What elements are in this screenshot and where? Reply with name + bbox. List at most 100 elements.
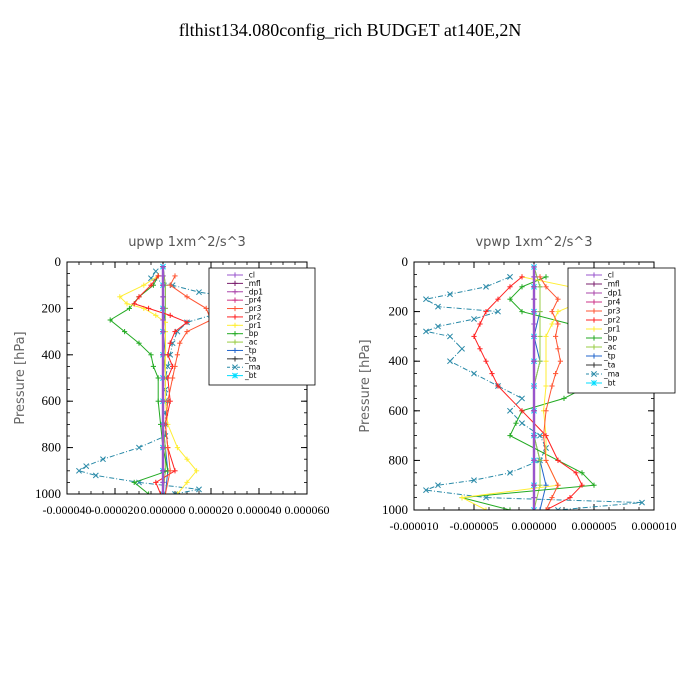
y-tick-label: 800 bbox=[389, 452, 409, 467]
legend-label: _ac bbox=[603, 343, 616, 352]
legend-label: _ta bbox=[603, 361, 615, 370]
y-tick-label: 0 bbox=[402, 254, 409, 269]
y-tick-label: 200 bbox=[42, 300, 62, 315]
series-marker bbox=[136, 444, 142, 451]
series-marker bbox=[471, 316, 477, 322]
upwp-plot: upwp 1xm^2/s^3 Pressure [hPa] 0 200 400 600 80… bbox=[13, 235, 330, 517]
series-marker bbox=[152, 268, 159, 275]
series-marker bbox=[423, 296, 429, 303]
series-marker bbox=[471, 370, 477, 377]
series-marker bbox=[495, 308, 501, 315]
x-tick-label: 0.000060 bbox=[285, 503, 330, 517]
series-marker bbox=[435, 323, 441, 330]
series-marker bbox=[531, 507, 535, 510]
series-marker bbox=[76, 467, 82, 474]
series-marker bbox=[435, 482, 441, 489]
series-line-bp bbox=[109, 275, 169, 494]
figure-title: flthist134.080config_rich BUDGET at140E,… bbox=[178, 20, 522, 40]
series-marker bbox=[92, 472, 99, 479]
legend-label: _dp1 bbox=[244, 287, 263, 296]
x-tick-label: 0.000005 bbox=[572, 519, 617, 533]
series-marker bbox=[83, 463, 90, 470]
legend: _cl_mfl_dp1_pr4_pr3_pr2_pr1_bp_ac_tp_ta_… bbox=[208, 267, 316, 386]
y-tick-label: 400 bbox=[389, 353, 409, 368]
series-marker bbox=[639, 499, 645, 506]
legend-label: _bp bbox=[603, 334, 618, 343]
x-tick-label: 0.000000 bbox=[141, 503, 186, 517]
series-marker bbox=[423, 328, 429, 335]
series-marker bbox=[459, 345, 465, 352]
x-tick-label: 0.000000 bbox=[512, 519, 557, 533]
legend-box bbox=[567, 267, 676, 394]
y-tick-label: 1000 bbox=[382, 502, 408, 517]
series-marker bbox=[174, 491, 178, 494]
legend-label: _ma bbox=[603, 370, 620, 379]
x-tick-label: -0.000020 bbox=[91, 503, 140, 517]
series-marker bbox=[196, 486, 202, 493]
series-marker bbox=[435, 303, 441, 310]
y-tick-label: 1000 bbox=[35, 486, 61, 501]
panel-title: upwp 1xm^2/s^3 bbox=[128, 235, 246, 250]
series-marker bbox=[483, 283, 489, 290]
series-marker bbox=[423, 487, 429, 494]
legend-marker bbox=[591, 380, 597, 386]
y-tick-label: 0 bbox=[55, 254, 62, 269]
y-tick-label: 400 bbox=[42, 347, 62, 362]
legend-label: _pr3 bbox=[603, 307, 621, 316]
legend-label: _pr1 bbox=[244, 321, 262, 330]
series-marker bbox=[447, 358, 453, 365]
y-tick-label: 600 bbox=[42, 393, 62, 408]
legend-label: _pr4 bbox=[244, 296, 262, 305]
x-tick-label: -0.000005 bbox=[450, 519, 499, 533]
series-marker bbox=[162, 491, 166, 494]
series-marker bbox=[471, 477, 477, 484]
legend-label: _cl bbox=[603, 271, 614, 280]
panel-title: vpwp 1xm^2/s^3 bbox=[475, 235, 592, 250]
series-marker bbox=[519, 395, 525, 402]
legend-marker bbox=[232, 372, 238, 379]
series-line-pr2 bbox=[473, 276, 583, 510]
y-axis-label: Pressure [hPa] bbox=[358, 339, 373, 432]
series-marker bbox=[557, 507, 561, 510]
series-marker bbox=[537, 432, 543, 439]
legend-label: _ma bbox=[244, 363, 261, 372]
x-tick-label: -0.000010 bbox=[390, 519, 439, 533]
series-marker bbox=[160, 491, 164, 494]
legend-label: _mfl bbox=[603, 280, 620, 289]
series-marker bbox=[555, 507, 559, 510]
y-axis-label: Pressure [hPa] bbox=[13, 331, 28, 424]
legend-label: _dp1 bbox=[603, 289, 622, 298]
series-marker bbox=[172, 491, 176, 494]
legend-label: _pr4 bbox=[603, 298, 621, 307]
series-marker bbox=[507, 407, 513, 414]
legend-label: _tp bbox=[603, 352, 616, 361]
series-marker bbox=[447, 333, 453, 340]
x-tick-label: 0.000010 bbox=[632, 519, 677, 533]
legend: _cl_mfl_dp1_pr4_pr3_pr2_pr1_bp_ac_tp_ta_… bbox=[567, 267, 676, 394]
series-marker bbox=[164, 363, 171, 370]
series-line-ma bbox=[424, 276, 643, 510]
x-tick-label: 0.000040 bbox=[237, 503, 282, 517]
legend-label: _pr2 bbox=[244, 312, 262, 321]
legend-box bbox=[208, 267, 316, 386]
legend-label: _pr2 bbox=[603, 316, 621, 325]
legend-label: _bt bbox=[603, 379, 616, 388]
legend-label: _cl bbox=[244, 271, 255, 280]
series-marker bbox=[196, 289, 202, 296]
series-marker bbox=[100, 456, 106, 463]
y-tick-label: 800 bbox=[42, 440, 62, 455]
legend-label: _pr3 bbox=[244, 304, 262, 313]
legend-label: _tp bbox=[244, 346, 257, 355]
series-marker bbox=[148, 275, 154, 282]
series-line-pr3 bbox=[539, 276, 561, 510]
series-marker bbox=[507, 273, 513, 280]
y-tick-label: 200 bbox=[389, 304, 409, 319]
series-marker bbox=[533, 507, 537, 510]
series-marker bbox=[483, 494, 489, 501]
series-marker bbox=[447, 291, 453, 298]
legend-label: _bp bbox=[244, 329, 259, 338]
legend-label: _pr1 bbox=[603, 325, 621, 334]
legend-label: _ta bbox=[244, 354, 256, 363]
series-line-pr2 bbox=[133, 275, 188, 494]
y-tick-label: 600 bbox=[389, 403, 409, 418]
